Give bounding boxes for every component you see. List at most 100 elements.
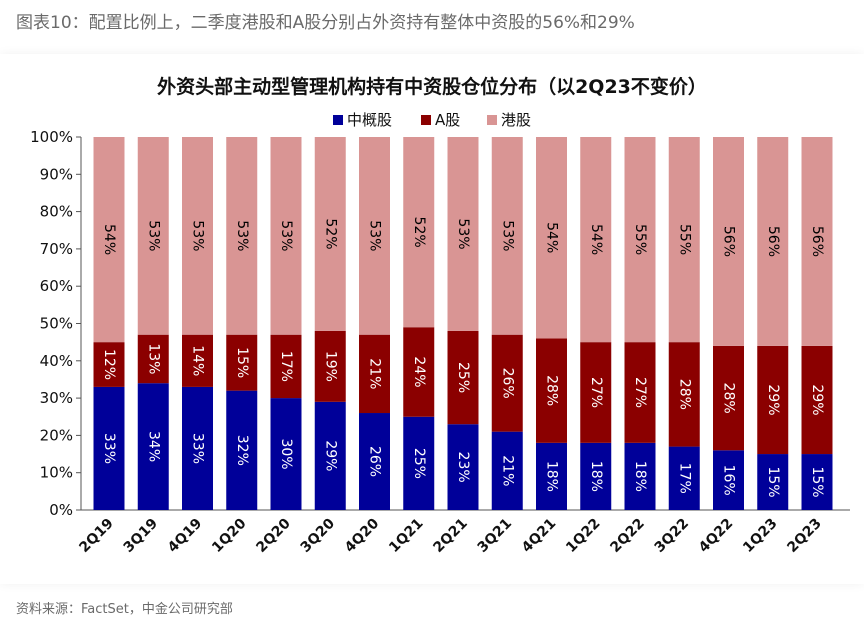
- chart-panel: 外资头部主动型管理机构持有中资股仓位分布（以2Q23不变价） 中概股 A股 港股 0…: [0, 54, 864, 584]
- y-tick-label: 80%: [40, 203, 73, 221]
- data-label: 53%: [234, 220, 250, 251]
- data-label: 17%: [278, 351, 294, 382]
- bar-segment: [182, 334, 213, 387]
- x-tick-label: 2Q21: [430, 516, 470, 556]
- bar-segment: [580, 137, 612, 343]
- data-label: 26%: [499, 368, 515, 399]
- bar-segment: [137, 137, 169, 335]
- data-label: 18%: [632, 461, 648, 492]
- bar-segment: [713, 137, 744, 346]
- x-tick-label: 4Q22: [696, 516, 736, 556]
- bar-segment: [491, 334, 523, 432]
- x-axis: 2Q19 3Q19 4Q19 1Q20 2Q20 3Q20 4Q20 1Q21 2Q21 3Q21…: [76, 515, 824, 556]
- y-tick-label: 60%: [40, 277, 73, 295]
- legend-label: 中概股: [347, 111, 392, 129]
- x-tick-label: 2Q20: [253, 515, 294, 556]
- bar-segment: [757, 345, 789, 455]
- bar-segment: [491, 431, 523, 510]
- x-tick-label: 1Q23: [740, 516, 780, 556]
- bar-segment: [536, 442, 567, 510]
- data-label: 54%: [544, 222, 560, 253]
- data-label: 12%: [101, 349, 117, 380]
- data-label: 29%: [809, 384, 825, 415]
- data-label: 33%: [190, 433, 206, 464]
- data-label: 15%: [765, 466, 781, 497]
- bar-segment: [314, 330, 346, 402]
- bar-segment: [93, 342, 125, 387]
- bar-segment: [93, 137, 125, 343]
- data-label: 15%: [234, 347, 250, 378]
- x-tick-label: 4Q19: [165, 516, 205, 556]
- data-label: 23%: [455, 452, 471, 483]
- bar-segment: [137, 334, 169, 384]
- x-tick-label: 3Q20: [298, 515, 339, 556]
- data-label: 18%: [588, 461, 604, 492]
- data-label: 32%: [234, 435, 250, 466]
- data-label: 33%: [101, 433, 117, 464]
- data-label: 25%: [455, 362, 471, 393]
- data-label: 29%: [322, 440, 338, 471]
- data-label: 28%: [721, 383, 737, 414]
- y-tick-label: 70%: [40, 240, 73, 258]
- bar-segment: [137, 383, 169, 510]
- bar-segment: [226, 390, 258, 510]
- bar-segment: [226, 334, 258, 391]
- data-label: 27%: [588, 377, 604, 408]
- bar-segment: [580, 442, 612, 510]
- bar-segment: [624, 442, 656, 510]
- y-tick-label: 50%: [40, 315, 73, 333]
- data-label: 54%: [588, 224, 604, 255]
- data-label: 53%: [190, 220, 206, 251]
- data-label: 28%: [544, 375, 560, 406]
- chart-title: 外资头部主动型管理机构持有中资股仓位分布（以2Q23不变价）: [157, 75, 707, 98]
- data-label: 55%: [676, 224, 692, 255]
- bar-segment: [580, 342, 612, 443]
- x-tick-label: 3Q19: [121, 516, 161, 556]
- bar-segment: [270, 137, 302, 335]
- data-label: 21%: [499, 455, 515, 486]
- bar-segment: [668, 342, 700, 447]
- figure-caption: 图表10：配置比例上，二季度港股和A股分别占外资持有整体中资股的56%和29%: [16, 13, 635, 33]
- bar-segment: [93, 386, 125, 510]
- data-label: 52%: [322, 218, 338, 249]
- data-label: 54%: [101, 224, 117, 255]
- x-tick-label: 4Q20: [342, 515, 383, 556]
- data-label: 53%: [278, 220, 294, 251]
- bar-segment: [403, 327, 435, 417]
- bar-segment: [403, 416, 435, 510]
- stacked-bar-chart: 外资头部主动型管理机构持有中资股仓位分布（以2Q23不变价） 中概股 A股 港股 0…: [30, 75, 850, 556]
- x-tick-label: 3Q21: [475, 516, 515, 556]
- bar-segment: [270, 398, 302, 510]
- data-label: 29%: [765, 384, 781, 415]
- source-note: 资料来源：FactSet，中金公司研究部: [16, 602, 233, 617]
- data-label: 24%: [411, 356, 427, 387]
- data-label: 56%: [809, 226, 825, 257]
- legend-label: 港股: [501, 111, 531, 129]
- bar-segment: [801, 454, 833, 510]
- data-label: 18%: [544, 461, 560, 492]
- data-label: 56%: [765, 226, 781, 257]
- y-tick-label: 10%: [40, 464, 73, 482]
- legend-label: A股: [435, 111, 460, 129]
- x-tick-label: 1Q20: [209, 515, 250, 556]
- legend-swatch: [421, 115, 431, 125]
- data-label: 16%: [721, 465, 737, 496]
- bar-segment: [359, 413, 390, 510]
- bar-segment: [314, 137, 346, 331]
- y-tick-label: 20%: [40, 426, 73, 444]
- bar-segment: [491, 137, 523, 335]
- data-label: 53%: [499, 220, 515, 251]
- y-tick-label: 100%: [30, 128, 73, 146]
- y-axis: 0% 10% 20% 30% 40% 50% 60% 70% 80% 90% 100%: [30, 128, 850, 519]
- bar-series-group: 33% 12% 54% 34% 13% 53% 33% 14% 53% 32% 15% 53% 30% 1…: [93, 137, 833, 510]
- bar-segment: [668, 137, 700, 343]
- data-label: 34%: [145, 431, 161, 462]
- data-label: 52%: [411, 217, 427, 248]
- bar-segment: [624, 342, 656, 443]
- data-label: 13%: [145, 343, 161, 374]
- bar-segment: [536, 338, 567, 443]
- y-tick-label: 0%: [49, 501, 73, 519]
- data-label: 55%: [632, 224, 648, 255]
- bar-segment: [359, 137, 390, 335]
- bar-segment: [668, 446, 700, 510]
